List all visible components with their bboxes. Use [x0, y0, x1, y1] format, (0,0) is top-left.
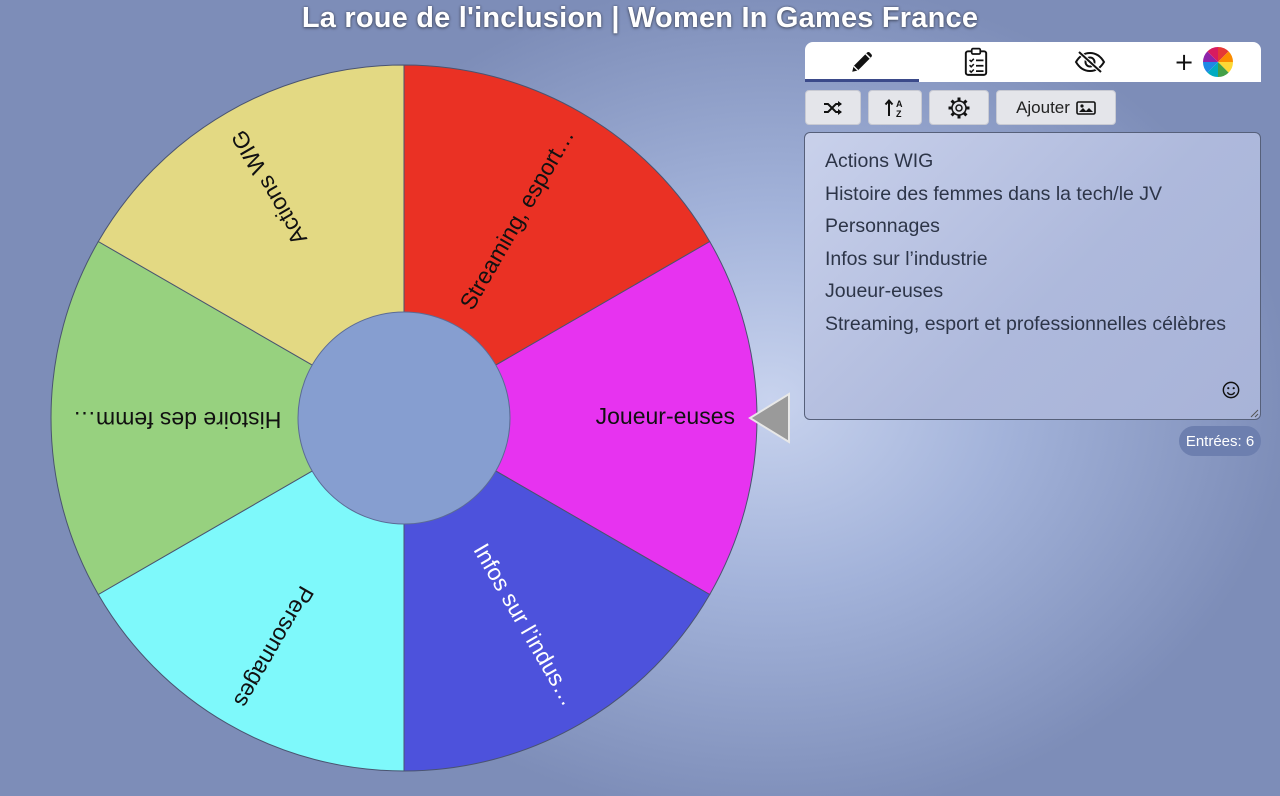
tab-hidden[interactable] — [1033, 42, 1147, 82]
add-image-label: Ajouter — [1016, 97, 1070, 117]
tab-entries-edit[interactable] — [805, 42, 919, 82]
wheel-segment-label: Joueur-euses — [596, 403, 735, 429]
wheel-pointer-icon — [748, 392, 790, 444]
tab-colors[interactable]: + — [1147, 42, 1261, 82]
eye-slash-icon — [1074, 50, 1106, 74]
entry-line: Personnages — [825, 215, 940, 238]
svg-text:A: A — [896, 99, 903, 109]
entry-line: Actions WIG — [825, 150, 934, 172]
wheel-segment[interactable] — [403, 417, 711, 772]
sort-icon: A Z — [884, 98, 903, 118]
wheel-segment[interactable] — [97, 64, 405, 419]
page-title: La roue de l'inclusion | Women In Games … — [301, 2, 979, 34]
wheel-hub[interactable] — [297, 311, 511, 525]
add-image-button[interactable]: Ajouter — [996, 90, 1116, 125]
color-palette-icon — [1203, 47, 1234, 77]
entries-count-badge: Entrées: 6 — [1179, 426, 1261, 456]
wheel-segment[interactable] — [50, 240, 405, 596]
clipboard-list-icon — [964, 47, 988, 76]
entries-toolbar: A Z Ajouter — [805, 90, 1116, 127]
image-icon — [1076, 100, 1096, 115]
settings-button[interactable] — [929, 90, 989, 125]
wheel-segment-label: Histoire des femm… — [73, 407, 281, 433]
add-label: + — [1173, 48, 1195, 76]
pencil-icon — [852, 52, 872, 72]
wheel-segment[interactable] — [97, 417, 405, 772]
panel-tabs: + — [805, 42, 1261, 82]
svg-text:Z: Z — [896, 109, 902, 118]
emoji-icon[interactable] — [1222, 381, 1240, 399]
tab-results[interactable] — [919, 42, 1033, 82]
wheel-segment[interactable] — [403, 64, 711, 419]
shuffle-button[interactable] — [805, 90, 861, 125]
entry-line: Streaming, esport et professionnelles cé… — [825, 312, 1227, 335]
gear-icon — [948, 97, 970, 118]
sort-button[interactable]: A Z — [868, 90, 922, 125]
entry-line: Joueur-euses — [825, 280, 944, 303]
entries-textarea[interactable]: Actions WIG Histoire des femmes dans la t… — [804, 132, 1261, 420]
shuffle-icon — [824, 100, 842, 115]
resize-handle-icon[interactable] — [1249, 408, 1259, 418]
entry-line: Infos sur l’industrie — [825, 247, 988, 270]
entry-line: Histoire des femmes dans la tech/le JV — [825, 182, 1163, 205]
